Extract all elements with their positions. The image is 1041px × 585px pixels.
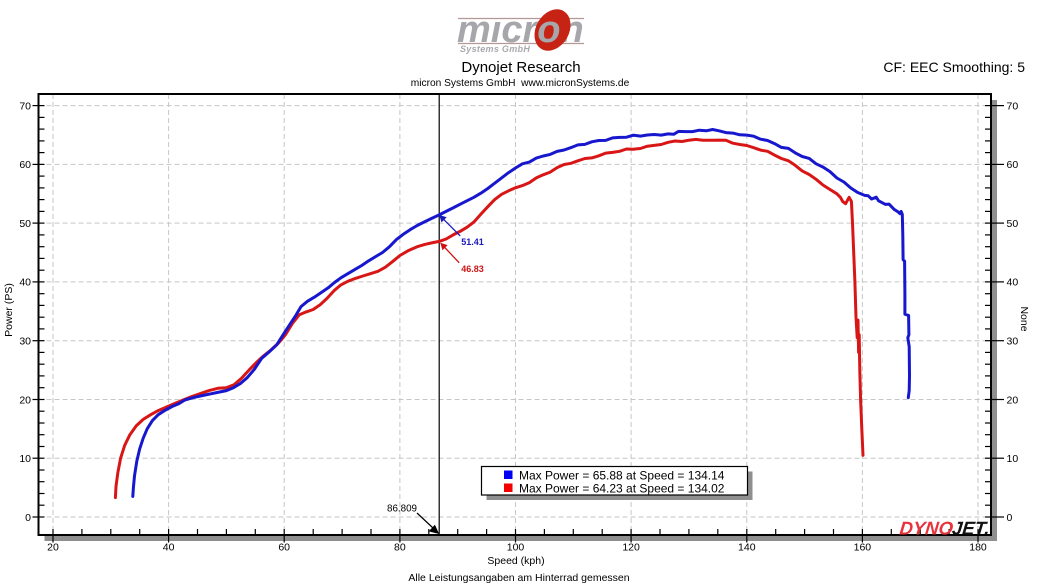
svg-text:Dynojet Research: Dynojet Research [461, 59, 580, 76]
svg-text:120: 120 [622, 542, 640, 554]
svg-text:46.83: 46.83 [461, 264, 484, 274]
svg-text:80: 80 [394, 542, 406, 554]
svg-text:None: None [1018, 306, 1030, 331]
svg-text:60: 60 [1007, 159, 1019, 171]
svg-text:0: 0 [25, 512, 31, 524]
svg-text:70: 70 [19, 100, 31, 112]
svg-text:51.41: 51.41 [461, 237, 484, 247]
svg-text:180: 180 [969, 542, 987, 554]
svg-text:Max Power = 65.88 at Speed = 1: Max Power = 65.88 at Speed = 134.14 [519, 469, 725, 483]
svg-text:CF: EEC Smoothing: 5: CF: EEC Smoothing: 5 [883, 59, 1025, 75]
svg-text:Systems GmbH: Systems GmbH [460, 44, 530, 54]
svg-text:70: 70 [1007, 100, 1019, 112]
svg-text:160: 160 [854, 542, 872, 554]
svg-text:o: o [537, 9, 560, 51]
svg-text:40: 40 [1007, 277, 1019, 289]
svg-text:40: 40 [163, 542, 175, 554]
svg-text:20: 20 [19, 394, 31, 406]
svg-text:Alle Leistungsangaben am Hinte: Alle Leistungsangaben am Hinterrad gemes… [408, 572, 629, 584]
svg-text:mıcr: mıcr [457, 9, 539, 51]
svg-text:140: 140 [738, 542, 756, 554]
svg-text:60: 60 [278, 542, 290, 554]
svg-text:10: 10 [19, 453, 31, 465]
svg-text:30: 30 [1007, 336, 1019, 348]
svg-text:0: 0 [1007, 512, 1013, 524]
svg-text:Power (PS): Power (PS) [3, 283, 15, 337]
svg-text:86.809: 86.809 [387, 504, 417, 515]
svg-text:100: 100 [507, 542, 525, 554]
svg-text:Speed (kph): Speed (kph) [487, 555, 544, 567]
svg-text:DYNOJET.: DYNOJET. [899, 518, 991, 539]
svg-text:50: 50 [19, 218, 31, 230]
svg-text:20: 20 [1007, 394, 1019, 406]
svg-text:micron Systems GmbH www.micro: micron Systems GmbH www.micronSystems.de [411, 78, 630, 89]
svg-text:30: 30 [19, 336, 31, 348]
svg-text:20: 20 [47, 542, 59, 554]
svg-text:40: 40 [19, 277, 31, 289]
svg-text:50: 50 [1007, 218, 1019, 230]
svg-text:Max Power = 64.23 at Speed = 1: Max Power = 64.23 at Speed = 134.02 [519, 482, 725, 496]
svg-text:60: 60 [19, 159, 31, 171]
svg-text:10: 10 [1007, 453, 1019, 465]
